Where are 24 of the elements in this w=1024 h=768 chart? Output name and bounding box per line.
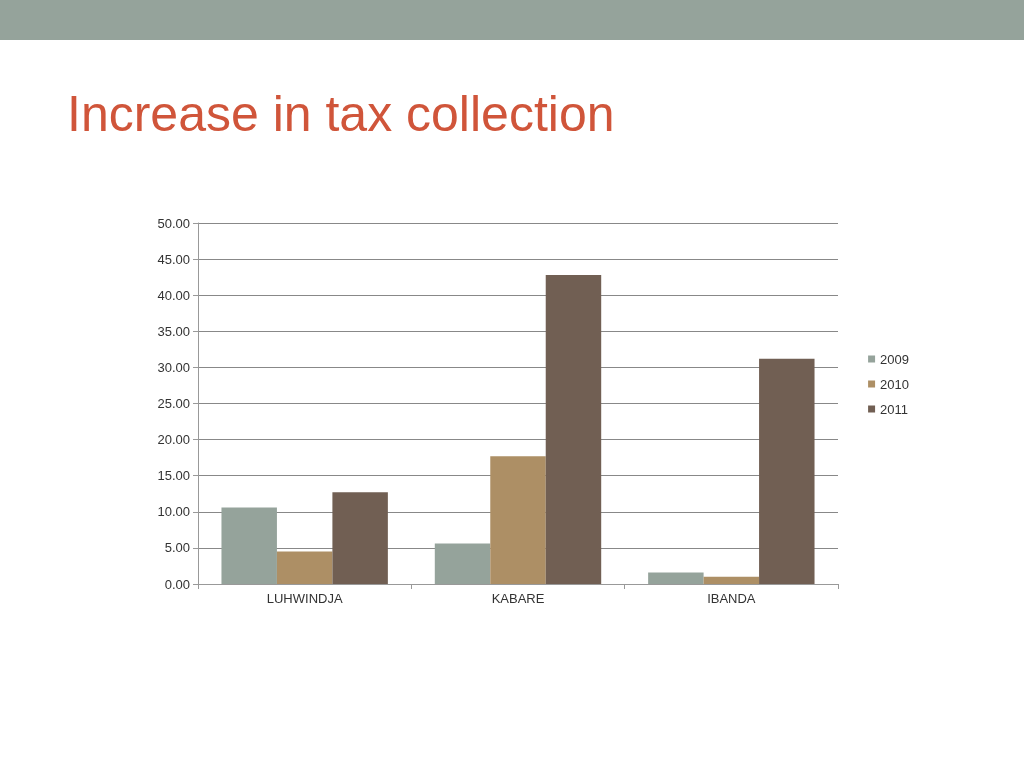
y-tick-label: 5.00	[164, 540, 190, 556]
y-tick-label: 35.00	[157, 323, 190, 339]
bar	[545, 274, 602, 584]
x-tick-label: KABARE	[491, 591, 545, 606]
chart-title: Increase in tax collection	[67, 86, 615, 142]
bar	[703, 576, 760, 584]
y-tick-label: 0.00	[164, 576, 190, 592]
bar	[490, 456, 546, 584]
y-tick-label: 20.00	[157, 432, 190, 448]
bar	[759, 358, 815, 584]
legend-label: 2011	[880, 401, 909, 417]
bar	[276, 551, 333, 584]
y-tick-label: 10.00	[157, 504, 190, 520]
x-tick-label: LUHWINDJA	[266, 591, 343, 606]
y-tick-label: 30.00	[157, 359, 190, 375]
y-tick-label: 40.00	[157, 287, 190, 303]
y-tick-label: 25.00	[157, 396, 190, 411]
legend-label: 2009	[880, 351, 909, 367]
y-tick-label: 45.00	[157, 251, 190, 267]
legend-label: 2010	[880, 376, 909, 392]
x-tick-label: IBANDA	[707, 591, 756, 606]
bar	[332, 492, 388, 584]
y-tick-label: 50.00	[157, 215, 190, 231]
y-tick-label: 15.00	[157, 468, 190, 484]
